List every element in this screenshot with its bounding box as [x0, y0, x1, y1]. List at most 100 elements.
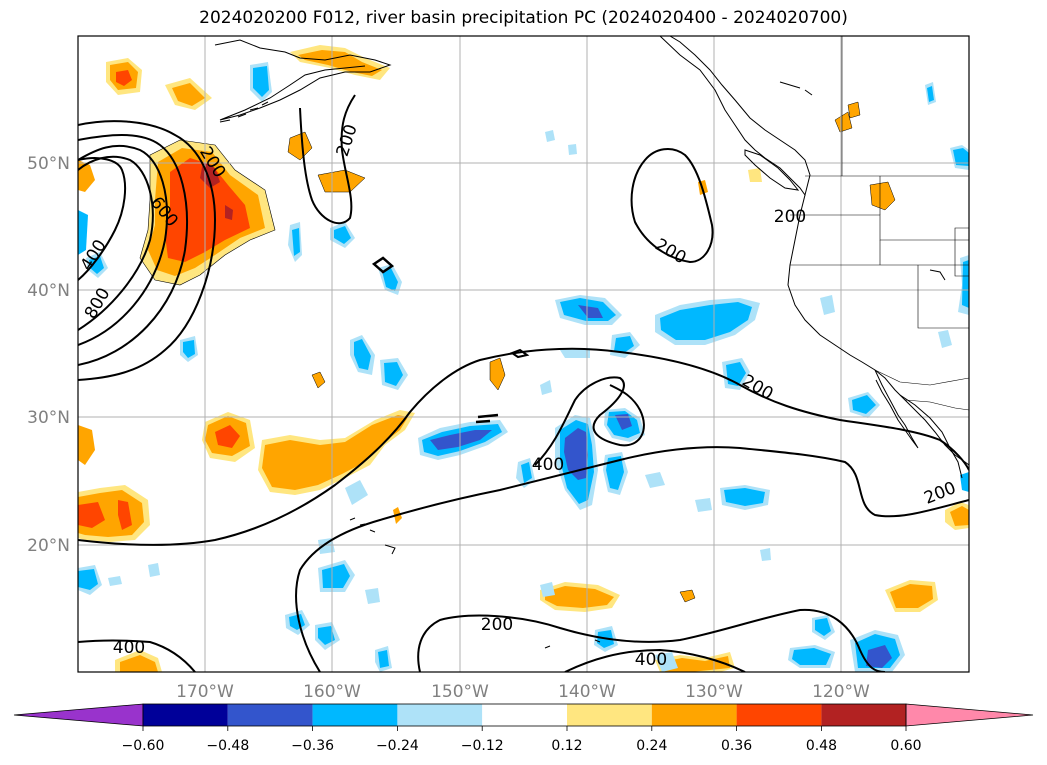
- contour-200-north: [299, 94, 356, 225]
- y-tick-label: 40°N: [27, 281, 70, 301]
- negative-fill-t14: [540, 582, 555, 597]
- negative-fill-e5: [820, 295, 835, 315]
- negative-fill-w3-mid: [183, 340, 195, 358]
- positive-fill-w1: [78, 160, 95, 192]
- positive-fill-e2: [869, 181, 896, 211]
- negative-fill-c10-mid: [384, 362, 403, 386]
- colorbar-frame: [142, 703, 907, 727]
- colorbar: −0.60 −0.48 −0.36 −0.24 −0.12 0.12 0.24 …: [13, 703, 1034, 754]
- positive-fill-sw1-mid: [120, 655, 158, 672]
- positive-fill-c3: [489, 357, 506, 391]
- positive-fill-e4: [847, 101, 861, 119]
- negative-fill-c13-mid: [292, 228, 300, 256]
- negative-fill-s8-strong: [866, 645, 892, 668]
- negative-fill-c5-mid: [660, 302, 752, 340]
- positive-fill-n3-mid: [298, 50, 382, 76]
- negative-fill-c12-mid: [334, 226, 351, 244]
- negative-fill-e1-mid: [852, 395, 876, 414]
- y-tick-label: 50°N: [27, 154, 70, 174]
- graticule: [78, 36, 969, 672]
- negative-fill-c3-mid: [606, 456, 624, 490]
- negative-fill-t10: [108, 576, 122, 586]
- contour-label: 200: [481, 615, 513, 635]
- positive-fill-n5: [317, 169, 366, 193]
- colorbar-swatch: [736, 704, 822, 726]
- negative-fill-e2-mid: [953, 148, 969, 166]
- positive-fill-e1-mid: [950, 506, 969, 526]
- negative-fill-s6: [655, 652, 678, 672]
- x-tick-label: 120°W: [812, 682, 870, 702]
- colorbar-tick-label: −0.36: [291, 738, 334, 754]
- negative-fill-c14-mid: [253, 66, 269, 97]
- contour-label: 200: [774, 207, 806, 227]
- positive-anomaly-fills: [78, 45, 969, 672]
- contour-400-sw: [78, 639, 196, 672]
- x-tick-label: 170°W: [176, 682, 234, 702]
- mexico-state-border: [904, 399, 969, 411]
- x-tick-label: 150°W: [431, 682, 489, 702]
- positive-fill-w3-strong: [78, 500, 132, 530]
- x-tick-label: 160°W: [303, 682, 361, 702]
- positive-fill-n2-mid: [172, 83, 205, 106]
- positive-fill-s1-mid: [545, 586, 614, 608]
- contour-400-center: [534, 376, 645, 466]
- vancouver-island: [744, 149, 800, 191]
- colorbar-swatch: [821, 704, 907, 726]
- negative-fill-t6: [545, 130, 555, 142]
- negative-fill-e4-mid: [927, 86, 934, 102]
- baja-california: [874, 369, 919, 449]
- negative-fill-e3-mid: [962, 260, 969, 308]
- y-tick-label: 20°N: [27, 536, 70, 556]
- negative-fill-s9-mid: [815, 618, 831, 636]
- hawaii-island-3: [509, 348, 530, 359]
- colorbar-tick-label: 0.48: [806, 738, 837, 754]
- negative-anomaly-fills: [78, 62, 969, 672]
- colorbar-high-extend: [905, 703, 1034, 727]
- colorbar-low-extend: [13, 703, 144, 727]
- small-island-3: [779, 81, 813, 96]
- colorbar-swatch: [143, 704, 228, 726]
- aleutian-chain: [219, 101, 269, 123]
- west-coast-us: [787, 194, 969, 466]
- colorbar-tick-label: 0.60: [890, 738, 921, 754]
- contour-label: 400: [532, 455, 564, 475]
- negative-fill-t13: [760, 548, 771, 561]
- negative-fill-c6-mid: [614, 336, 634, 353]
- wa-or-border: [790, 214, 969, 241]
- negative-fill-t11: [318, 538, 335, 554]
- us-mexico-border: [874, 369, 969, 386]
- political-borders: [790, 36, 969, 411]
- negative-fill-s4-mid: [378, 650, 389, 668]
- colorbar-swatch: [312, 704, 398, 726]
- contour-400-s: [564, 648, 746, 672]
- x-tick-label: 140°W: [558, 682, 616, 702]
- negative-fill-t2-mid: [521, 462, 532, 483]
- positive-fill-e3: [834, 111, 853, 133]
- positive-fill-n4: [287, 131, 313, 161]
- colorbar-tick-label: −0.12: [461, 738, 504, 754]
- colorbar-tick-label: 0.12: [551, 738, 582, 754]
- contour-200-center-north: [630, 148, 714, 264]
- map-frame: [77, 35, 970, 673]
- contour-200-nw: [78, 120, 217, 381]
- negative-fill-c2-strong: [615, 414, 632, 430]
- longitude-labels: 170°W 160°W 150°W 140°W 130°W 120°W: [176, 682, 870, 702]
- positive-fill-s3-mid: [890, 584, 933, 608]
- negative-fill-s1-mid: [322, 564, 350, 588]
- map-area: 200 200 600 400 800 200 200 200 400 200 …: [78, 36, 969, 672]
- contour-label: 400: [635, 650, 667, 670]
- colorbar-tick-label: 0.24: [636, 738, 667, 754]
- y-tick-label: 30°N: [27, 408, 70, 428]
- contour-800: [78, 144, 168, 346]
- colorbar-swatch: [397, 704, 483, 726]
- negative-fill-w4-mid: [78, 569, 98, 590]
- negative-fill-e6: [938, 330, 952, 348]
- negative-fill-c4-strong: [578, 305, 603, 318]
- contour-600: [78, 134, 188, 366]
- negative-fill-t5: [345, 480, 368, 505]
- colorbar-tick-label: −0.48: [206, 738, 249, 754]
- negative-fill-center-strong: [564, 428, 588, 480]
- small-island-2: [544, 639, 601, 649]
- negative-fill-t7: [568, 144, 577, 155]
- negative-fill-t1: [645, 472, 665, 488]
